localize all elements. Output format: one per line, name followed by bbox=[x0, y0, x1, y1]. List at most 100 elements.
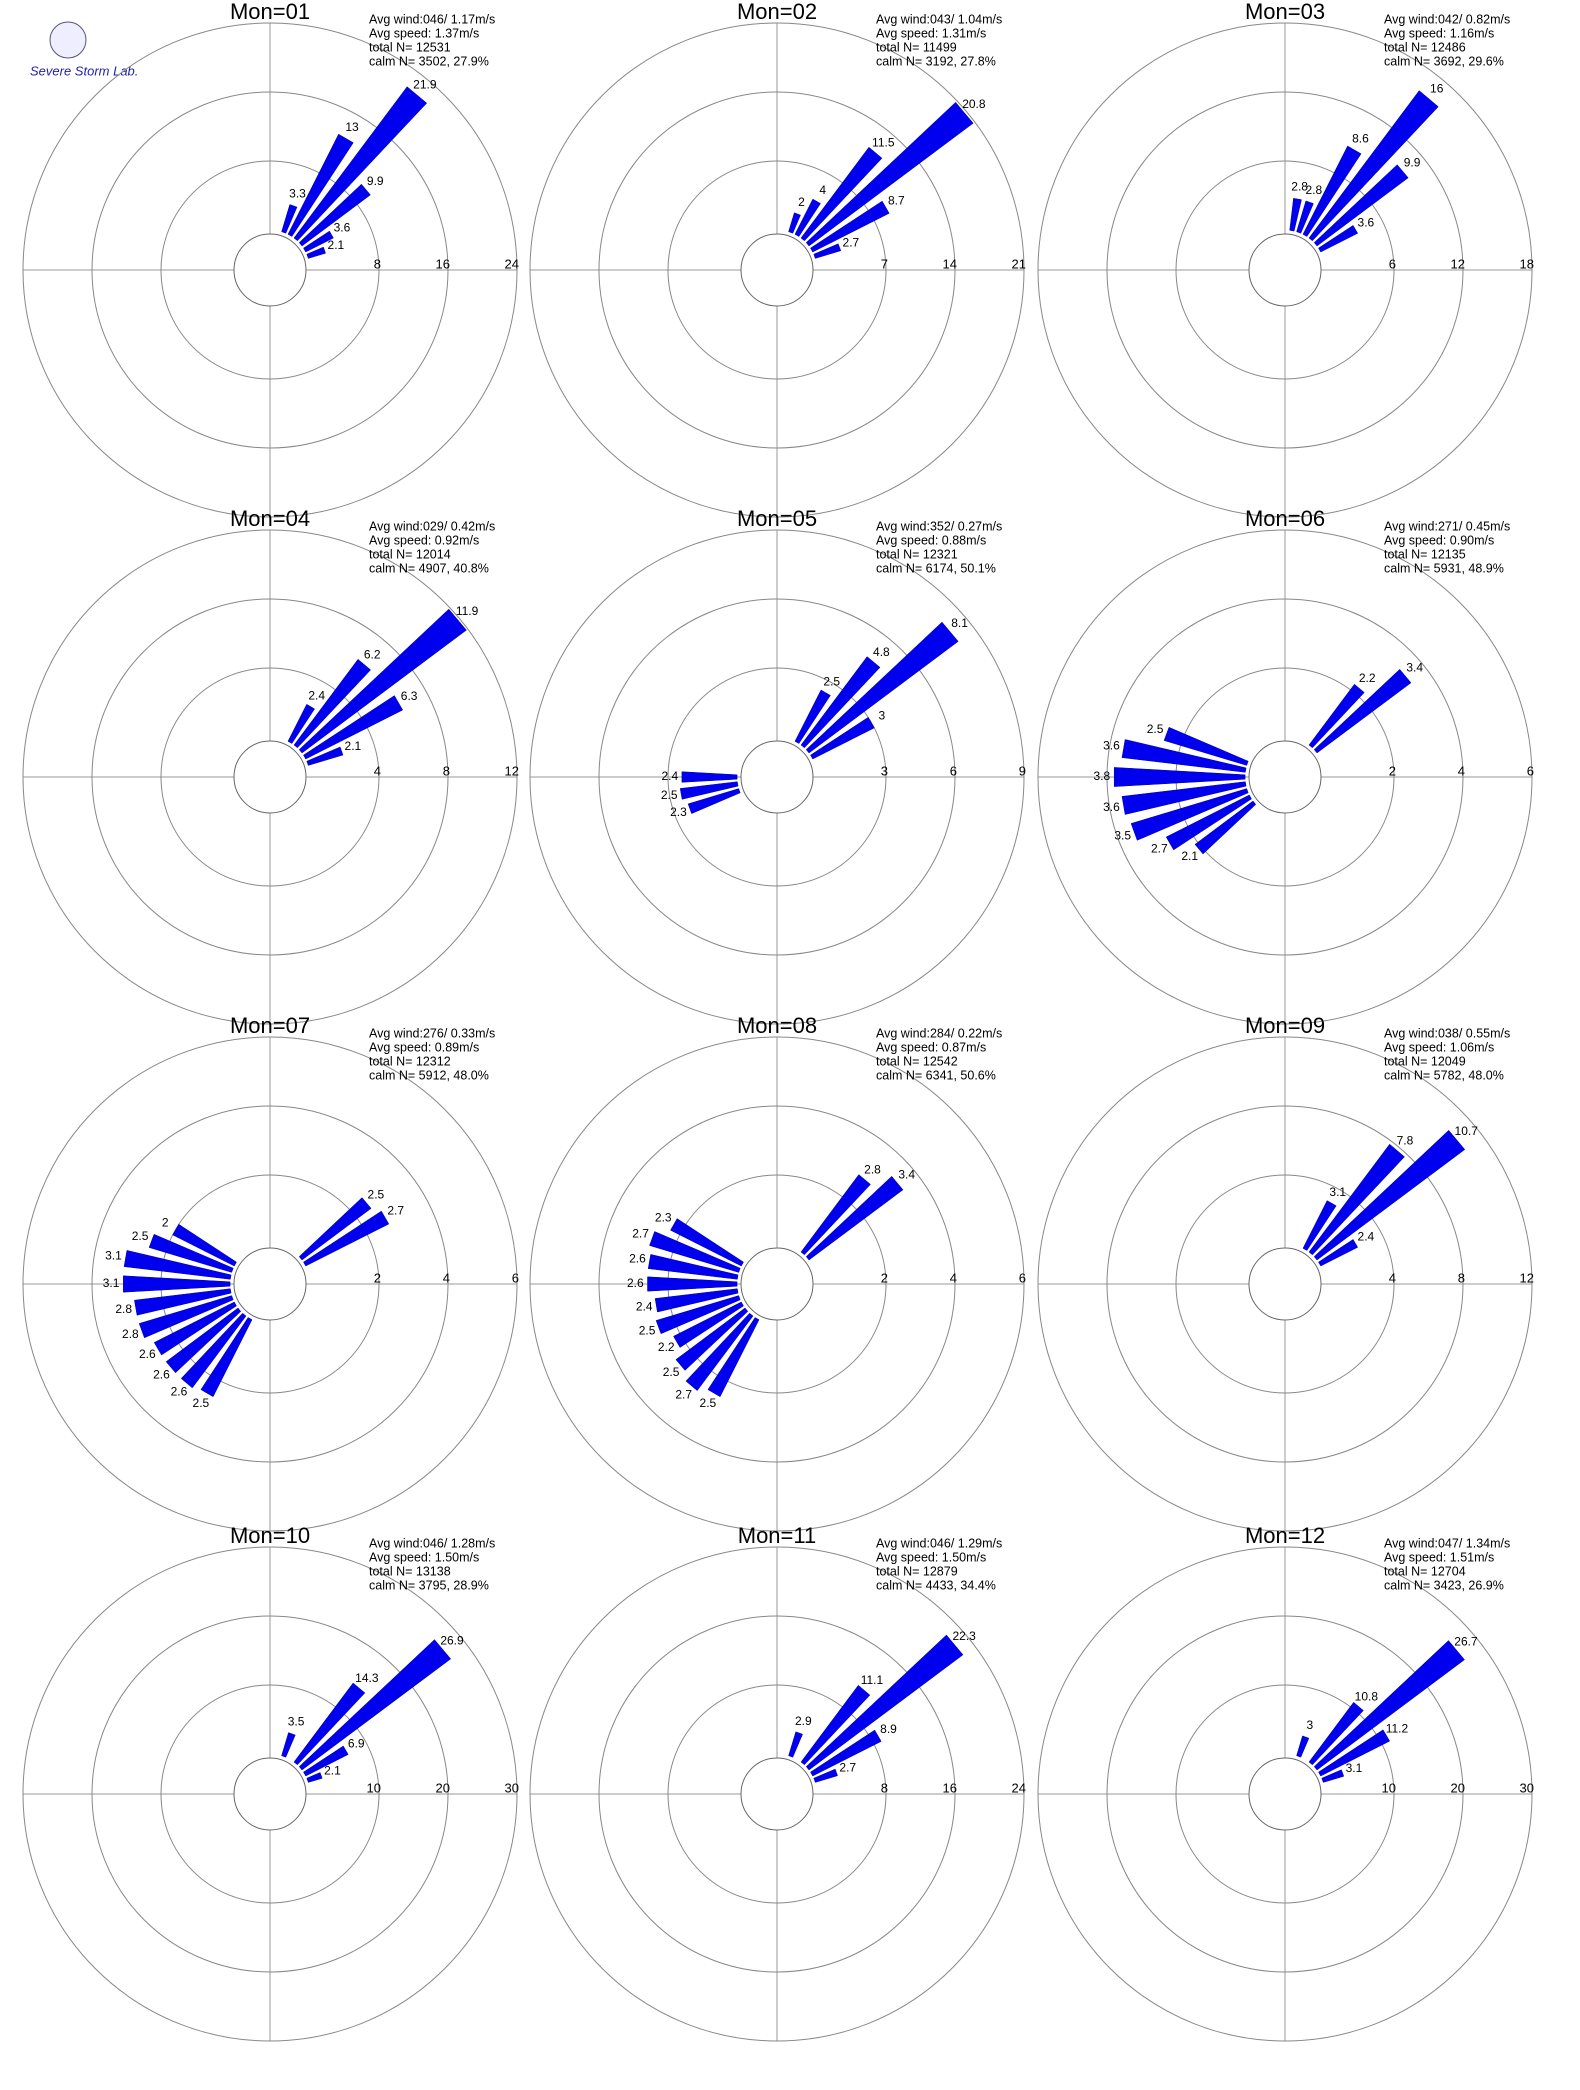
stats-line: calm N= 5912, 48.0% bbox=[369, 1068, 489, 1082]
petal bbox=[298, 1639, 452, 1771]
value-label: 3.1 bbox=[1346, 1761, 1363, 1775]
petal bbox=[303, 230, 334, 253]
petal bbox=[165, 1307, 242, 1374]
petal bbox=[293, 86, 428, 242]
value-label: 3.4 bbox=[1406, 660, 1423, 674]
panel-title: Mon=06 bbox=[1245, 506, 1325, 531]
r-tick-label: 14 bbox=[943, 256, 957, 271]
petal bbox=[1165, 794, 1252, 851]
petal bbox=[794, 198, 821, 237]
value-label: 2 bbox=[798, 195, 805, 209]
petal bbox=[788, 212, 801, 234]
ring bbox=[22, 529, 518, 1025]
value-label: 8.9 bbox=[880, 1722, 897, 1736]
ring bbox=[1175, 1684, 1395, 1904]
stats-line: calm N= 3423, 26.9% bbox=[1384, 1578, 1504, 1592]
value-label: 2.8 bbox=[122, 1327, 139, 1341]
ring bbox=[1106, 598, 1464, 956]
value-label: 2 bbox=[162, 1216, 169, 1230]
r-tick-label: 6 bbox=[950, 763, 957, 778]
calm-circle bbox=[740, 233, 814, 307]
stats-line: calm N= 3692, 29.6% bbox=[1384, 54, 1504, 68]
petal bbox=[293, 1682, 366, 1766]
stats-line: Avg wind:046/ 1.29m/s bbox=[876, 1536, 1002, 1550]
petal bbox=[123, 1275, 231, 1293]
value-label: 8.6 bbox=[1352, 131, 1369, 145]
r-tick-label: 21 bbox=[1012, 256, 1026, 271]
stats-line: calm N= 6341, 50.6% bbox=[876, 1068, 996, 1082]
value-label: 4 bbox=[819, 183, 826, 197]
calm-circle bbox=[1248, 1247, 1322, 1321]
panel-title: Mon=03 bbox=[1245, 0, 1325, 24]
stats-line: calm N= 6174, 50.1% bbox=[876, 561, 996, 575]
value-label: 3.4 bbox=[898, 1167, 915, 1181]
petal bbox=[810, 1729, 882, 1777]
value-label: 8.1 bbox=[951, 616, 968, 630]
petal bbox=[813, 243, 842, 259]
r-tick-label: 4 bbox=[443, 1270, 450, 1285]
petal bbox=[287, 703, 315, 744]
petal bbox=[1318, 225, 1359, 253]
r-tick-label: 20 bbox=[1451, 1780, 1465, 1795]
petal bbox=[1296, 200, 1314, 234]
value-label: 2.7 bbox=[387, 1204, 404, 1218]
ring bbox=[529, 529, 1025, 1025]
stats-line: Avg speed: 0.87m/s bbox=[876, 1040, 986, 1054]
value-label: 3.6 bbox=[1103, 800, 1120, 814]
stats-line: total N= 12879 bbox=[876, 1564, 958, 1578]
stats-line: Avg speed: 1.51m/s bbox=[1384, 1550, 1494, 1564]
petal bbox=[679, 781, 739, 800]
value-label: 2.4 bbox=[661, 769, 678, 783]
stats-line: Avg wind:271/ 0.45m/s bbox=[1384, 519, 1510, 533]
ring bbox=[1037, 22, 1533, 518]
value-label: 11.2 bbox=[1386, 1722, 1409, 1736]
petal bbox=[655, 1295, 741, 1335]
stats-line: Avg speed: 0.89m/s bbox=[369, 1040, 479, 1054]
value-label: 2.7 bbox=[1151, 842, 1168, 856]
stats-line: calm N= 4433, 34.4% bbox=[876, 1578, 996, 1592]
ring bbox=[22, 22, 518, 518]
value-label: 11.9 bbox=[456, 604, 479, 618]
stats-line: calm N= 4907, 40.8% bbox=[369, 561, 489, 575]
petal bbox=[670, 1218, 744, 1267]
stats-line: Avg wind:046/ 1.28m/s bbox=[369, 1536, 495, 1550]
value-label: 2.6 bbox=[153, 1367, 170, 1381]
value-label: 2.4 bbox=[636, 1300, 653, 1314]
petal bbox=[306, 746, 344, 766]
stats-line: Avg wind:043/ 1.04m/s bbox=[876, 12, 1002, 26]
value-label: 11.1 bbox=[861, 1673, 884, 1687]
stats-line: calm N= 3192, 27.8% bbox=[876, 54, 996, 68]
petal bbox=[1121, 739, 1247, 773]
petal bbox=[805, 621, 959, 754]
petal bbox=[1194, 800, 1257, 855]
r-tick-label: 30 bbox=[505, 1780, 519, 1795]
value-label: 3.8 bbox=[1094, 769, 1111, 783]
ring bbox=[91, 91, 449, 449]
value-label: 3.5 bbox=[288, 1715, 305, 1729]
r-tick-label: 6 bbox=[512, 1270, 519, 1285]
stats-line: total N= 12321 bbox=[876, 547, 958, 561]
r-tick-label: 4 bbox=[950, 1270, 957, 1285]
stats-line: Avg wind:352/ 0.27m/s bbox=[876, 519, 1002, 533]
ring bbox=[91, 1615, 449, 1973]
petal bbox=[1121, 781, 1247, 815]
petal bbox=[1308, 683, 1365, 749]
logo-text: Severe Storm Lab. bbox=[30, 63, 138, 78]
stats-line: calm N= 5782, 48.0% bbox=[1384, 1068, 1504, 1082]
value-label: 8.7 bbox=[888, 193, 905, 207]
value-label: 2.1 bbox=[328, 238, 345, 252]
petal bbox=[1289, 198, 1302, 232]
petal bbox=[800, 146, 883, 242]
calm-circle bbox=[1248, 740, 1322, 814]
ring bbox=[529, 22, 1025, 518]
ring bbox=[598, 598, 956, 956]
stats-line: Avg wind:276/ 0.33m/s bbox=[369, 1026, 495, 1040]
petal bbox=[1318, 1239, 1359, 1267]
petal bbox=[647, 1254, 739, 1280]
value-label: 2.5 bbox=[368, 1187, 385, 1201]
petal bbox=[180, 1312, 247, 1389]
petal bbox=[810, 200, 890, 253]
value-label: 6.2 bbox=[364, 647, 381, 661]
stats-line: total N= 13138 bbox=[369, 1564, 451, 1578]
